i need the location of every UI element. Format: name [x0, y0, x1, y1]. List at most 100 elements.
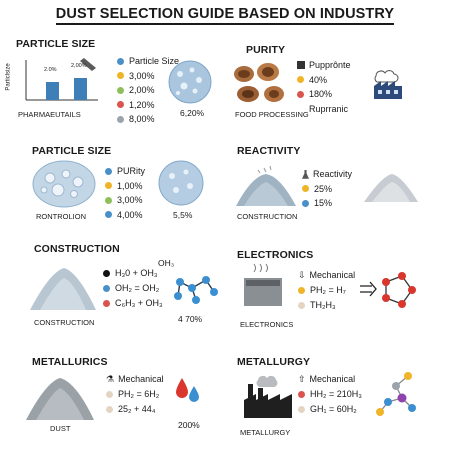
- particle-size-value: 6,20%: [180, 108, 205, 118]
- legend-item: PURity: [105, 164, 145, 179]
- sand-pile-icon: [30, 268, 96, 310]
- formula-top: OH₃: [158, 258, 175, 268]
- formula-electronics: ⇩ Mechanical PH₂ = H₇ TH₂H₃: [298, 268, 355, 313]
- nut-shells-icon: [234, 63, 284, 102]
- red-dot-icon: [103, 300, 110, 307]
- legend-particle-size: Particle Size 3,00% 2,00% 1,20% 8,00%: [117, 54, 179, 127]
- yellow-dot-icon: [298, 287, 305, 294]
- download-icon: ⇩: [298, 270, 306, 280]
- bar-1: [46, 82, 59, 100]
- droplets-icon: [176, 378, 199, 402]
- section-heading-particle-size-2: PARTICLE SIZE: [32, 145, 112, 157]
- red-dot-icon: [297, 90, 304, 98]
- blue-dot-icon: [302, 199, 309, 207]
- section-heading-construction: CONSTRUCTION: [34, 243, 120, 255]
- formula-row: ⚗ Mechanical: [106, 372, 164, 387]
- green-dot-icon: [105, 196, 112, 204]
- red-dot-icon: [117, 101, 124, 109]
- up-arrow-icon: ⇧: [298, 374, 306, 384]
- green-dot-icon: [117, 86, 124, 94]
- formula-row: 25₂ + 44₄: [106, 402, 164, 417]
- bar-2-label: 2,00%: [71, 63, 87, 69]
- formula-row: PH₂ = H₇: [298, 283, 355, 298]
- caption-food-processing: FOOD PROCESSING: [235, 110, 309, 119]
- scale-icon: [297, 61, 305, 70]
- dropper-icon: [80, 58, 96, 71]
- section-heading-particle-size: PARTICLE SIZE: [16, 38, 96, 50]
- beaker-icon: ⚗: [106, 374, 115, 384]
- formula-metallurgy: ⇧ Mechanical HH₂ = 210H₃ GH₁ = 60H₂: [298, 372, 362, 417]
- blue-dot-icon: [105, 211, 112, 219]
- yellow-dot-icon: [297, 76, 304, 84]
- flask-icon: [302, 169, 309, 179]
- metallurics-value: 200%: [178, 420, 200, 430]
- legend-item: 15%: [302, 196, 352, 211]
- formula-row: C₆H₃ + OH₃: [103, 296, 163, 311]
- chart-y-label: Particlsize: [5, 63, 12, 91]
- caption-rontrolion: RONTROLION: [36, 212, 87, 221]
- caption-pharmaceuticals: PHARMAEUTAILS: [18, 110, 81, 119]
- molecule-chain-icon: [376, 372, 416, 416]
- formula-row: OH₂ = OH₂: [103, 281, 163, 296]
- dust-pile-icon: [236, 165, 296, 206]
- particle-circle-icon-2: [158, 160, 204, 206]
- yellow-dot-icon: [105, 182, 112, 190]
- legend-item: 1,00%: [105, 179, 145, 194]
- formula-row: ⇧ Mechanical: [298, 372, 362, 387]
- particle-size-bar-chart: [25, 58, 98, 101]
- yellow-dot-icon: [117, 72, 124, 80]
- particle-size-value-2: 5,5%: [173, 210, 193, 220]
- legend-item: 4,00%: [105, 208, 145, 223]
- formula-row: H₃0 + OH₃: [103, 266, 163, 281]
- tan-dot-icon: [106, 406, 113, 413]
- tan-dot-icon: [298, 406, 305, 413]
- bar-1-label: 2.0%: [44, 67, 57, 73]
- formula-row: TH₂H₃: [298, 298, 355, 313]
- molecule-icon: [174, 276, 218, 304]
- legend-item: Reactivity: [302, 167, 352, 182]
- legend-item: Particle Size: [117, 54, 179, 69]
- caption-construction-2: CONSTRUCTION: [34, 318, 95, 327]
- legend-item: 180%: [297, 87, 351, 102]
- legend-item: 3,00%: [117, 69, 179, 84]
- section-heading-reactivity: REACTIVITY: [237, 145, 301, 157]
- legend-purity-2: PURity 1,00% 3,00% 4,00%: [105, 164, 145, 222]
- caption-dust: DUST: [50, 424, 71, 433]
- legend-purity: Pupprônte 40% 180% Ruprranic: [297, 58, 351, 116]
- formula-construction: H₃0 + OH₃ OH₂ = OH₂ C₆H₃ + OH₃: [103, 266, 163, 311]
- section-heading-purity: PURITY: [246, 44, 286, 56]
- caption-metallurgy: METALLURGY: [240, 428, 291, 437]
- gray-dot-icon: [117, 115, 124, 123]
- caption-construction-1: CONSTRUCTION: [237, 212, 298, 221]
- tan-dot-icon: [106, 391, 113, 398]
- formula-row: HH₂ = 210H₃: [298, 387, 362, 402]
- legend-item: 25%: [302, 182, 352, 197]
- formula-row: ⇩ Mechanical: [298, 268, 355, 283]
- section-heading-metallurgy: METALLURGY: [237, 356, 311, 368]
- formula-metallurics: ⚗ Mechanical PH₂ = 6H₂ 25₂ + 44₄: [106, 372, 164, 417]
- factory-cloud-icon: [374, 70, 402, 99]
- particle-dish-icon: [32, 160, 96, 208]
- yellow-dot-icon: [302, 185, 309, 193]
- tan-dot-icon: [298, 302, 305, 309]
- bar-2: [74, 78, 87, 100]
- black-dot-icon: [103, 270, 110, 277]
- factory-icon: [244, 375, 292, 418]
- blue-dot-icon: [103, 285, 110, 292]
- powder-pile-icon: [364, 174, 418, 202]
- legend-item: 8,00%: [117, 112, 179, 127]
- legend-item: 2,00%: [117, 83, 179, 98]
- legend-item: Pupprônte: [297, 58, 351, 73]
- blue-dot-icon: [117, 57, 124, 65]
- section-heading-metallurics: METALLURICS: [32, 356, 108, 368]
- particle-circle-icon: [168, 60, 212, 104]
- formula-row: PH₂ = 6H₂: [106, 387, 164, 402]
- blue-dot-icon: [105, 167, 112, 175]
- dust-pile-icon-2: [26, 378, 94, 420]
- red-dot-icon: [298, 391, 305, 398]
- section-heading-electronics: ELECTRONICS: [237, 249, 314, 261]
- arrow-molecule-icon: [360, 272, 416, 308]
- legend-reactivity: Reactivity 25% 15%: [302, 167, 352, 211]
- legend-item: 1,20%: [117, 98, 179, 113]
- chip-box-icon: [244, 263, 282, 306]
